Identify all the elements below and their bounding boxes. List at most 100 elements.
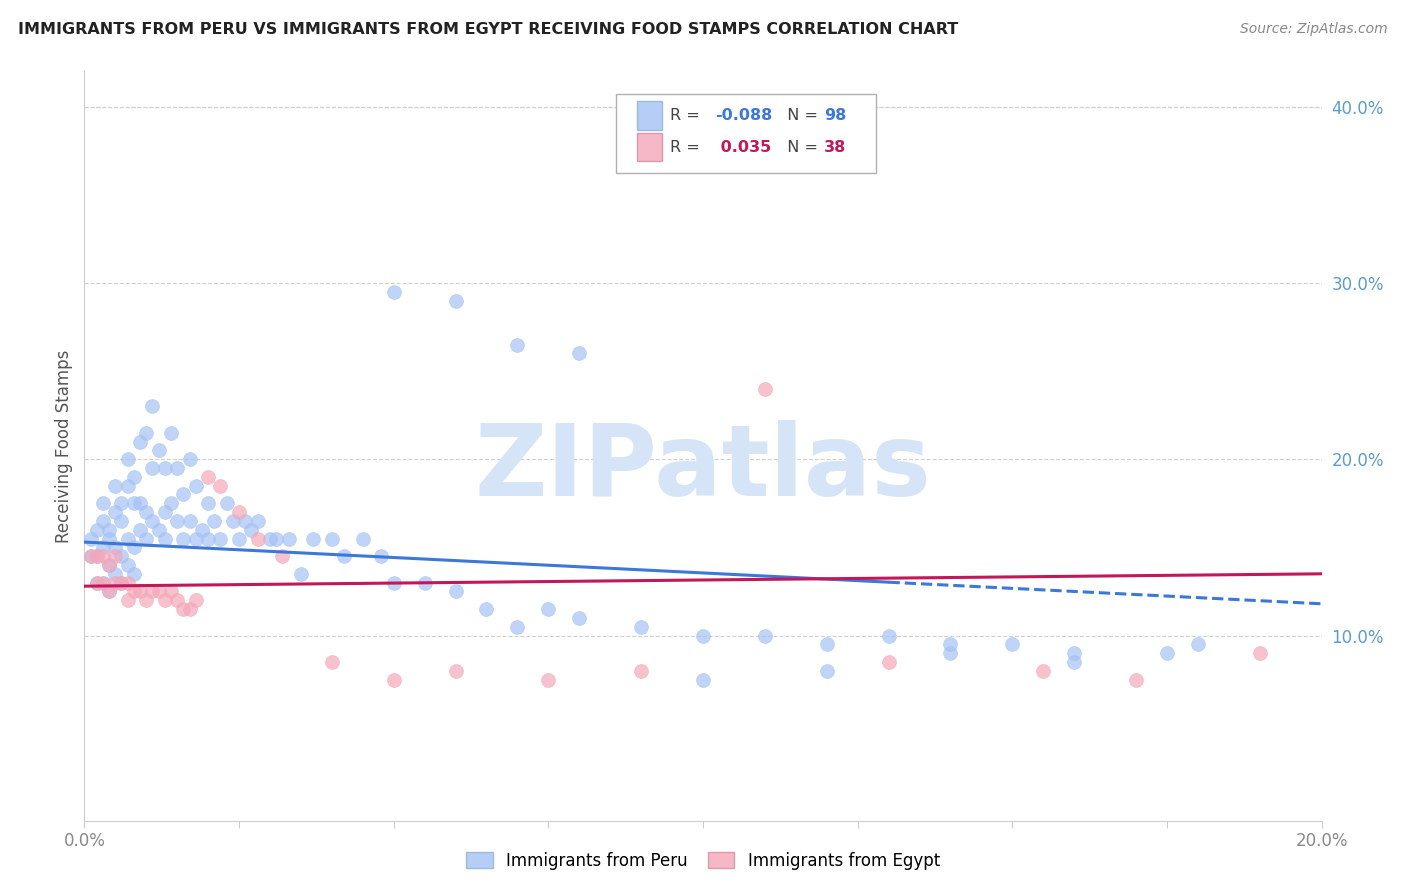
Point <box>1187 637 1209 651</box>
Point <box>117 452 139 467</box>
Point <box>91 575 114 590</box>
Point <box>290 566 312 581</box>
Point <box>370 549 392 564</box>
Point <box>160 584 183 599</box>
Point <box>939 646 962 660</box>
Point <box>692 673 714 687</box>
Text: -0.088: -0.088 <box>716 108 773 123</box>
Point <box>246 532 269 546</box>
Point <box>117 575 139 590</box>
Point <box>630 620 652 634</box>
Point <box>79 549 101 564</box>
Point <box>197 470 219 484</box>
Point <box>110 549 132 564</box>
Point <box>135 532 157 546</box>
Point <box>506 337 529 351</box>
Point <box>129 496 152 510</box>
Point <box>122 584 145 599</box>
Point <box>166 461 188 475</box>
Point <box>506 620 529 634</box>
Point <box>202 514 225 528</box>
Point <box>91 496 114 510</box>
Point <box>302 532 325 546</box>
Point <box>184 593 207 607</box>
Point <box>98 558 121 572</box>
Point <box>1001 637 1024 651</box>
Point <box>110 514 132 528</box>
Point <box>630 664 652 678</box>
Text: 98: 98 <box>824 108 846 123</box>
Point <box>815 664 838 678</box>
Point <box>228 532 250 546</box>
Point <box>264 532 287 546</box>
Point <box>222 514 245 528</box>
Point <box>79 549 101 564</box>
Point <box>179 452 201 467</box>
Point <box>321 532 343 546</box>
Point <box>117 532 139 546</box>
Point <box>104 549 127 564</box>
Point <box>321 655 343 669</box>
Point <box>209 478 232 492</box>
Point <box>444 293 467 308</box>
Point <box>246 514 269 528</box>
Point <box>122 541 145 555</box>
Point <box>122 470 145 484</box>
Point <box>382 575 405 590</box>
Point <box>172 487 194 501</box>
Point <box>568 346 591 360</box>
Point <box>444 584 467 599</box>
Point <box>110 575 132 590</box>
Point <box>141 584 163 599</box>
Point <box>129 584 152 599</box>
Point <box>209 532 232 546</box>
Y-axis label: Receiving Food Stamps: Receiving Food Stamps <box>55 350 73 542</box>
Point <box>215 496 238 510</box>
Point <box>129 434 152 449</box>
Point <box>172 532 194 546</box>
Point <box>91 514 114 528</box>
Point <box>79 532 101 546</box>
Point <box>754 382 776 396</box>
Point <box>98 532 121 546</box>
Point <box>179 514 201 528</box>
Point <box>444 664 467 678</box>
Point <box>153 461 176 475</box>
Point <box>877 628 900 642</box>
Point <box>1156 646 1178 660</box>
Point <box>135 425 157 440</box>
Point <box>537 673 560 687</box>
Point <box>86 549 108 564</box>
Text: Source: ZipAtlas.com: Source: ZipAtlas.com <box>1240 22 1388 37</box>
Point <box>240 523 263 537</box>
Point <box>98 584 121 599</box>
Point <box>271 549 294 564</box>
Point <box>117 593 139 607</box>
Point <box>129 523 152 537</box>
Point <box>197 532 219 546</box>
Point <box>98 584 121 599</box>
Point <box>91 575 114 590</box>
Point <box>184 478 207 492</box>
Point <box>754 628 776 642</box>
Point <box>104 575 127 590</box>
Point <box>166 514 188 528</box>
Point <box>117 478 139 492</box>
Point <box>135 593 157 607</box>
Point <box>153 532 176 546</box>
Point <box>141 400 163 414</box>
Text: R =: R = <box>669 108 704 123</box>
Point <box>1032 664 1054 678</box>
Point <box>98 558 121 572</box>
Point <box>191 523 214 537</box>
Point <box>91 549 114 564</box>
Point <box>117 558 139 572</box>
Point <box>91 541 114 555</box>
Point <box>692 628 714 642</box>
Text: N =: N = <box>778 108 824 123</box>
Text: N =: N = <box>778 139 824 154</box>
Point <box>160 425 183 440</box>
Point <box>228 505 250 519</box>
Point <box>939 637 962 651</box>
FancyBboxPatch shape <box>637 102 662 130</box>
